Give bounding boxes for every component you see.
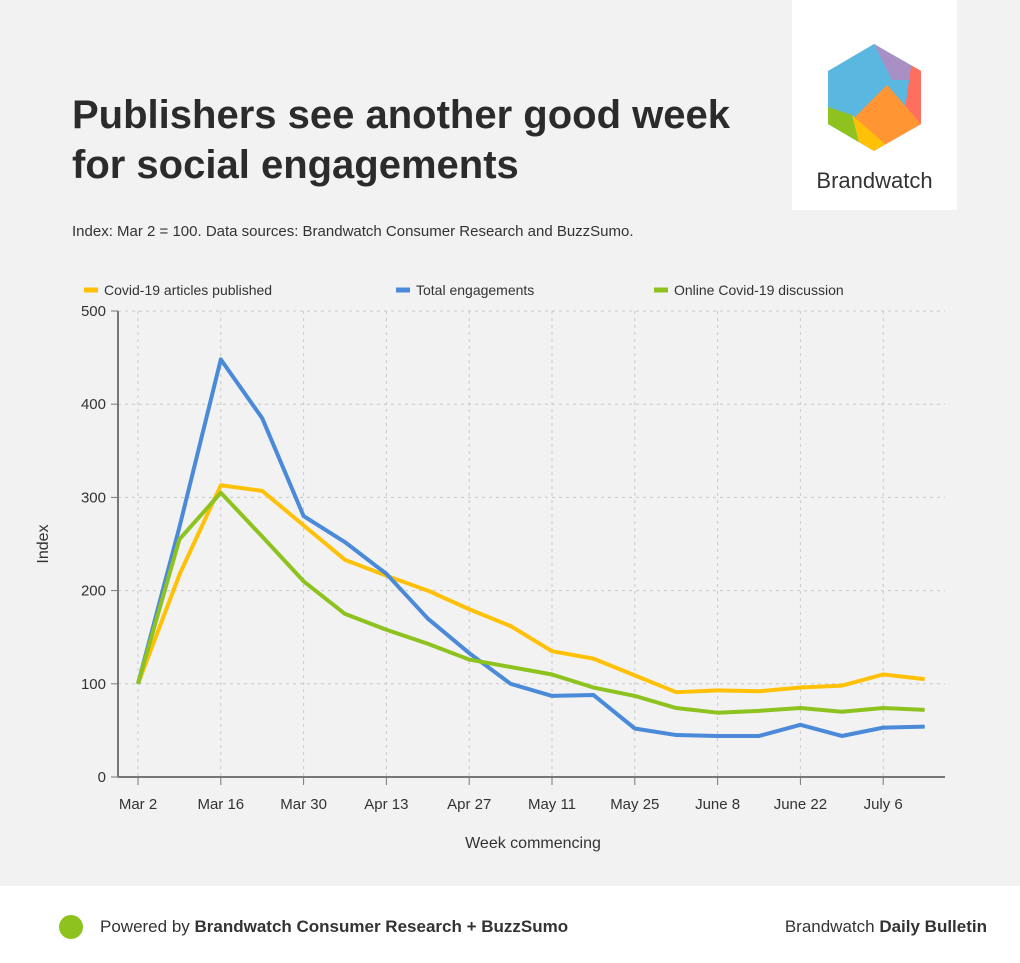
data-point (551, 650, 553, 652)
data-point (427, 643, 429, 645)
data-point (924, 709, 926, 711)
data-point (427, 618, 429, 620)
data-point (882, 707, 884, 709)
data-point (468, 652, 470, 654)
data-point (634, 674, 636, 676)
data-point (303, 524, 305, 526)
data-point (717, 712, 719, 714)
data-point (385, 629, 387, 631)
data-point (799, 687, 801, 689)
data-point (882, 727, 884, 729)
data-point (882, 673, 884, 675)
y-tick-label: 300 (81, 489, 106, 506)
legend-label: Covid-19 articles published (104, 282, 272, 298)
x-tick-label: June 8 (695, 796, 740, 813)
x-tick-label: Mar 30 (280, 796, 327, 813)
y-axis-label: Index (35, 524, 52, 563)
data-point (634, 695, 636, 697)
data-point (261, 490, 263, 492)
data-point (634, 728, 636, 730)
powered-by: Powered by Brandwatch Consumer Research … (100, 917, 568, 937)
footer: Powered by Brandwatch Consumer Research … (0, 886, 1020, 963)
x-tick-label: June 22 (774, 796, 827, 813)
data-point (758, 690, 760, 692)
data-point (799, 707, 801, 709)
data-point (385, 573, 387, 575)
green-dot-icon (59, 915, 83, 939)
hexagon-logo-icon (828, 44, 921, 151)
x-tick-label: Mar 16 (197, 796, 244, 813)
data-point (551, 673, 553, 675)
line-chart: 0 100 200 300 400 500 Mar 2 Mar 16 Mar 30 Apr 13 A… (35, 282, 945, 852)
logo-text: Brandwatch (816, 168, 933, 193)
y-tick-label: 100 (81, 676, 106, 693)
data-point (137, 683, 139, 685)
data-point (758, 710, 760, 712)
data-point (841, 735, 843, 737)
data-point (468, 659, 470, 661)
data-point (841, 711, 843, 713)
data-point (220, 358, 222, 360)
legend-label: Online Covid-19 discussion (674, 282, 844, 298)
powered-prefix: Powered by (100, 917, 195, 936)
series-line (136, 357, 925, 738)
data-point (510, 666, 512, 668)
y-tick-label: 0 (98, 769, 106, 786)
data-point (261, 417, 263, 419)
data-point (261, 536, 263, 538)
data-point (551, 695, 553, 697)
data-point (303, 580, 305, 582)
data-point (841, 685, 843, 687)
data-point (178, 574, 180, 576)
powered-sources: Brandwatch Consumer Research + BuzzSumo (194, 917, 569, 936)
y-tick-label: 200 (81, 583, 106, 600)
x-tick-label: May 11 (528, 796, 576, 813)
bulletin-bold: Daily Bulletin (879, 917, 987, 936)
chart-subtitle: Index: Mar 2 = 100. Data sources: Brandw… (72, 223, 634, 240)
data-point (220, 492, 222, 494)
x-tick-label: July 6 (864, 796, 903, 813)
data-point (344, 541, 346, 543)
x-tick-label: Apr 27 (447, 796, 491, 813)
x-tick-label: Apr 13 (364, 796, 408, 813)
data-point (468, 608, 470, 610)
data-point (675, 707, 677, 709)
data-point (178, 526, 180, 528)
y-tick-label: 400 (81, 396, 106, 413)
brandwatch-logo: Brandwatch (792, 0, 957, 210)
y-tick-label: 500 (81, 303, 106, 320)
data-point (510, 683, 512, 685)
series-line (136, 490, 925, 715)
chart-title: Publishers see another good week for soc… (72, 93, 730, 187)
data-point (758, 735, 760, 737)
data-point (592, 694, 594, 696)
data-point (220, 484, 222, 486)
data-point (924, 678, 926, 680)
data-point (592, 687, 594, 689)
data-point (799, 724, 801, 726)
x-tick-label: May 25 (610, 796, 659, 813)
x-tick-label: Mar 2 (119, 796, 157, 813)
series-line (136, 483, 925, 695)
data-point (427, 590, 429, 592)
data-point (344, 613, 346, 615)
bulletin-name: Brandwatch Daily Bulletin (785, 917, 987, 937)
legend-label: Total engagements (416, 282, 534, 298)
data-point (178, 538, 180, 540)
data-point (675, 691, 677, 693)
data-point (924, 726, 926, 728)
data-point (717, 735, 719, 737)
data-point (344, 559, 346, 561)
data-point (592, 658, 594, 660)
data-point (675, 734, 677, 736)
data-point (510, 625, 512, 627)
data-point (303, 515, 305, 517)
bulletin-prefix: Brandwatch (784, 917, 880, 936)
x-axis-label: Week commencing (465, 835, 601, 852)
data-point (717, 689, 719, 691)
